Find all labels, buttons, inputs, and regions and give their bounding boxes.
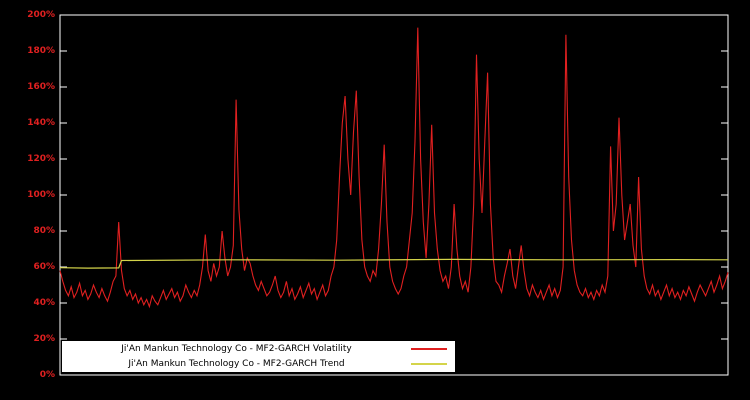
y-axis-tick-label: 60%	[33, 262, 55, 272]
trend-line-sample-icon	[411, 363, 447, 365]
plot-border	[59, 14, 729, 376]
volatility-line-sample-icon	[411, 348, 447, 350]
y-axis-tick-label: 80%	[33, 226, 55, 236]
legend-row-trend: Ji'An Mankun Technology Co - MF2-GARCH T…	[62, 357, 455, 372]
axis-tick-marks	[60, 14, 728, 376]
legend-label-trend: Ji'An Mankun Technology Co - MF2-GARCH T…	[128, 358, 345, 369]
y-axis-tick-label: 0%	[39, 370, 55, 380]
y-axis-tick-label: 140%	[27, 118, 55, 128]
legend: Ji'An Mankun Technology Co - MF2-GARCH V…	[62, 341, 455, 372]
legend-label-volatility: Ji'An Mankun Technology Co - MF2-GARCH V…	[121, 343, 352, 354]
y-axis-tick-label: 120%	[27, 154, 55, 164]
y-axis-tick-label: 160%	[27, 82, 55, 92]
y-axis-tick-label: 40%	[33, 298, 55, 308]
y-axis-tick-label: 180%	[27, 46, 55, 56]
volatility-line	[59, 27, 729, 309]
y-axis-tick-label: 200%	[27, 10, 55, 20]
y-axis-tick-label: 100%	[27, 190, 55, 200]
y-axis-tick-label: 20%	[33, 334, 55, 344]
trend-line	[59, 258, 729, 269]
legend-row-volatility: Ji'An Mankun Technology Co - MF2-GARCH V…	[62, 342, 455, 357]
